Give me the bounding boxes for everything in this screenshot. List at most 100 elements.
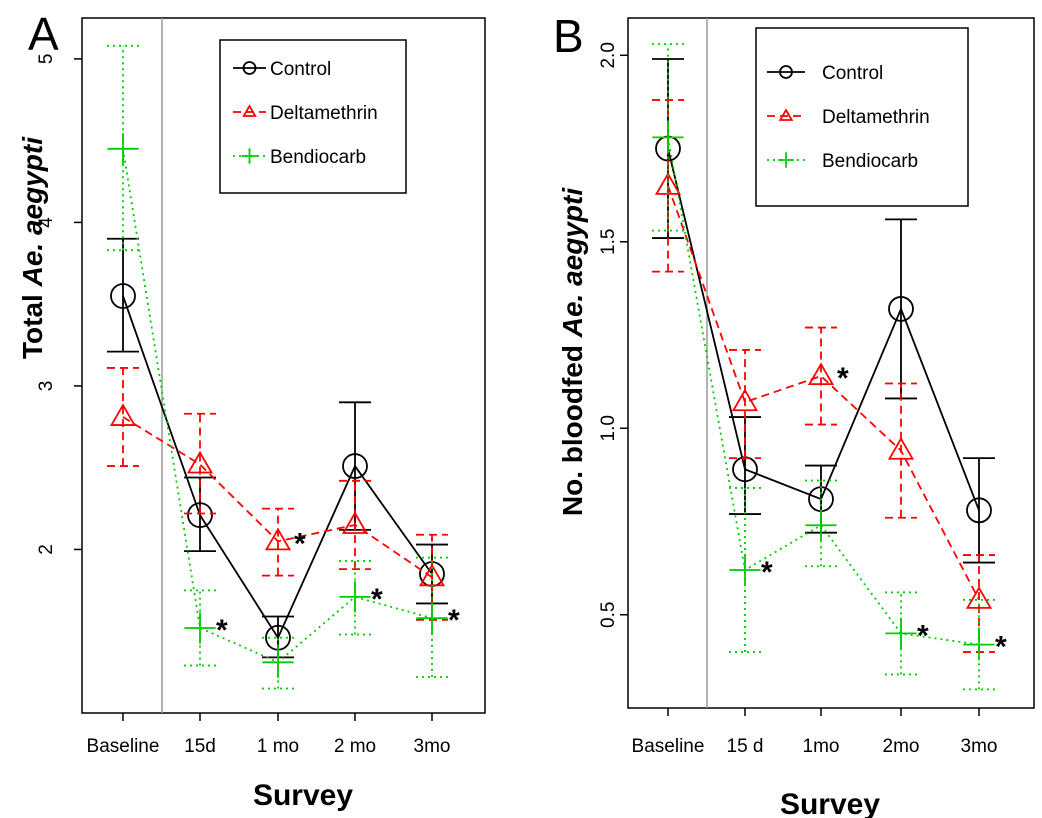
- panel-a-ylabel-species: Ae. aegypti: [17, 136, 48, 288]
- legend-label: Bendiocarb: [822, 151, 918, 172]
- data-point-triangle: [965, 586, 993, 609]
- x-tick-label: 2 mo: [334, 736, 376, 757]
- data-point-circle: [342, 453, 368, 479]
- legend-label: Deltamethrin: [270, 103, 378, 124]
- data-point-triangle: [807, 362, 835, 386]
- significance-star: *: [448, 604, 460, 637]
- legend-label: Deltamethrin: [822, 107, 930, 128]
- data-point-plus: [652, 121, 684, 153]
- x-tick-label: 2mo: [883, 736, 920, 757]
- legend-marker-triangle: [778, 108, 794, 121]
- x-tick-label: Baseline: [632, 736, 705, 757]
- significance-star: *: [761, 556, 773, 589]
- panel-b-x-axis-title: Survey: [780, 788, 880, 818]
- error-bar: [885, 591, 917, 676]
- series-control: [107, 237, 448, 659]
- significance-star: *: [917, 619, 929, 652]
- panel-b-letter: B: [553, 10, 584, 62]
- legend-marker-plus: [778, 152, 794, 168]
- significance-star: *: [216, 614, 228, 647]
- x-tick-label: Baseline: [87, 736, 160, 757]
- error-bar: [885, 382, 917, 519]
- panel-a-series: [107, 44, 448, 690]
- data-point-triangle: [264, 527, 292, 551]
- panel-a-plot-frame: [81, 17, 486, 714]
- legend-label: Bendiocarb: [270, 147, 366, 168]
- panel-b-ylabel-prefix: No. bloodfed: [557, 337, 588, 516]
- data-point-plus: [107, 133, 139, 165]
- error-bar: [416, 556, 448, 678]
- error-bar: [184, 412, 216, 515]
- panel-b-y-axis: 0.5 1.0 1.5 2.0: [598, 42, 628, 628]
- panel-a-y-axis-title: Total Ae. aegypti: [17, 136, 48, 359]
- data-point-plus: [885, 617, 917, 650]
- data-point-plus: [963, 628, 995, 661]
- data-point-plus: [729, 554, 761, 586]
- x-tick-label: 1 mo: [257, 736, 299, 757]
- panel-a: A 2 3 4 5 Baseline 15d 1 mo 2 mo 3mo * * * * Total…: [17, 8, 486, 812]
- y-tick-label: 4: [36, 217, 57, 228]
- x-tick-label: 3mo: [961, 736, 998, 757]
- legend-label: Control: [822, 63, 883, 84]
- y-tick-label: 0.5: [598, 602, 619, 628]
- series-line: [122, 295, 433, 640]
- data-point-plus: [805, 509, 837, 541]
- series-bendiocarb: [652, 43, 995, 691]
- error-bar: [652, 43, 684, 232]
- significance-star: *: [995, 631, 1007, 664]
- y-tick-label: 1.5: [598, 229, 619, 255]
- error-bar: [107, 237, 139, 353]
- series-deltamethrin: [652, 99, 995, 653]
- data-point-plus: [262, 646, 294, 678]
- series-line: [122, 416, 433, 579]
- error-bar: [107, 367, 139, 467]
- legend-item-deltamethrin: Deltamethrin: [767, 107, 930, 128]
- y-tick-label: 3: [36, 381, 57, 392]
- data-point-plus: [339, 581, 371, 613]
- legend-item-deltamethrin: Deltamethrin: [233, 103, 378, 124]
- legend-marker-circle: [242, 61, 257, 75]
- data-point-circle: [888, 296, 914, 322]
- y-tick-label: 1.0: [598, 415, 619, 441]
- data-point-triangle: [341, 511, 369, 534]
- series-line: [667, 185, 980, 601]
- panel-b-legend-box: [755, 27, 969, 207]
- series-line: [122, 148, 433, 664]
- x-tick-label: 1mo: [803, 736, 840, 757]
- data-point-circle: [187, 502, 213, 529]
- panel-a-y-axis: 2 3 4 5: [36, 54, 82, 555]
- x-tick-label: 3mo: [414, 736, 451, 757]
- significance-star: *: [371, 583, 383, 616]
- error-bar: [262, 507, 294, 577]
- legend-marker-circle: [779, 65, 793, 79]
- panel-b-plot-frame: [627, 17, 1035, 709]
- series-bendiocarb: [107, 44, 448, 690]
- error-bar: [963, 457, 995, 564]
- data-point-circle: [110, 283, 136, 309]
- legend-label: Control: [270, 59, 331, 80]
- series-deltamethrin: [107, 367, 448, 621]
- panel-b-legend: Control Deltamethrin Bendiocarb: [755, 27, 969, 207]
- error-bar: [729, 349, 761, 460]
- y-tick-label: 2.0: [598, 42, 619, 68]
- data-point-plus: [416, 602, 448, 634]
- panel-a-ylabel-prefix: Total: [17, 286, 48, 359]
- panel-b-series: [652, 43, 995, 691]
- legend-marker-plus: [241, 148, 258, 164]
- legend-item-bendiocarb: Bendiocarb: [767, 151, 918, 172]
- legend-item-control: Control: [233, 59, 331, 80]
- data-point-plus: [184, 612, 216, 644]
- panel-a-x-axis: Baseline 15d 1 mo 2 mo 3mo: [87, 713, 451, 757]
- significance-star: *: [294, 527, 306, 560]
- legend-marker-triangle: [242, 104, 257, 117]
- legend-item-control: Control: [767, 63, 883, 84]
- y-tick-label: 5: [36, 54, 57, 65]
- panel-b-ylabel-species: Ae. aegypti: [557, 187, 588, 339]
- significance-star: *: [837, 362, 849, 395]
- panel-b-significance: * * * *: [761, 362, 1007, 664]
- data-point-triangle: [887, 436, 915, 460]
- panel-a-significance: * * * *: [216, 527, 460, 647]
- data-point-triangle: [109, 403, 137, 426]
- panel-a-legend: Control Deltamethrin Bendiocarb: [219, 39, 407, 194]
- x-tick-label: 15 d: [727, 736, 764, 757]
